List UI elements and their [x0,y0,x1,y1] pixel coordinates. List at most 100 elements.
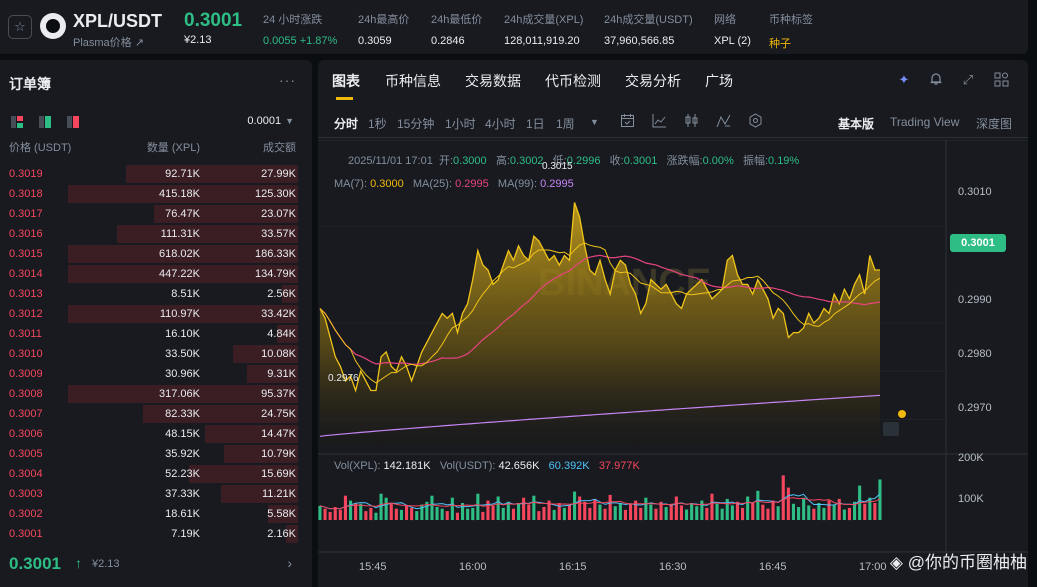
tab-chart[interactable]: 图表 [332,71,360,91]
ask-total: 134.79K [255,268,296,280]
indicator-icon[interactable] [715,113,731,129]
ma99-value: 0.2995 [540,178,574,190]
ask-row[interactable]: 0.3005 35.92K 10.79K [0,444,312,464]
ask-row[interactable]: 0.3014 447.22K 134.79K [0,264,312,284]
current-price-dot [898,410,906,418]
volume-bar [705,508,708,520]
volume-bar [532,496,535,520]
orderbook-sell-mode-icon[interactable] [67,116,79,128]
ask-row[interactable]: 0.3009 30.96K 9.31K [0,364,312,384]
timeframe-line[interactable]: 分时 [334,115,358,132]
volume-bar [665,507,668,520]
ask-row[interactable]: 0.3013 8.51K 2.56K [0,284,312,304]
volume-bar [746,497,749,521]
ask-row[interactable]: 0.3004 52.23K 15.69K [0,464,312,484]
more-options-icon[interactable]: ··· [279,72,296,88]
layout-grid-icon[interactable] [993,72,1009,88]
ask-row[interactable]: 0.3002 18.61K 5.58K [0,504,312,524]
volume-bar [863,504,866,520]
volume-bar [619,503,622,520]
ask-qty: 7.19K [171,528,200,540]
ask-row[interactable]: 0.3015 618.02K 186.33K [0,244,312,264]
ohlc-close: 0.3001 [624,155,658,167]
bell-icon[interactable] [928,72,944,88]
volume-bar [486,501,489,520]
tab-trading-data[interactable]: 交易数据 [465,71,521,91]
stat-tag[interactable]: 币种标签 种子 [769,11,813,51]
volume-bar [716,504,719,520]
chevron-right-icon[interactable]: › [287,555,292,571]
ask-price: 0.3016 [9,228,43,240]
view-depth[interactable]: 深度图 [976,115,1012,132]
tab-square[interactable]: 广场 [705,71,733,91]
pair-name[interactable]: XPL/USDT [73,11,162,32]
ask-row[interactable]: 0.3016 111.31K 33.57K [0,224,312,244]
tab-trading-analysis[interactable]: 交易分析 [625,71,681,91]
volume-bar [573,492,576,520]
ask-row[interactable]: 0.3012 110.97K 33.42K [0,304,312,324]
tab-coin-info[interactable]: 币种信息 [385,71,441,91]
timeframe-15m[interactable]: 15分钟 [397,115,434,132]
volume-bar [405,506,408,520]
volume-bar [751,503,754,520]
timeframe-1s[interactable]: 1秒 [368,115,387,132]
y-tick: 0.2990 [958,294,992,306]
volume-bar [451,498,454,520]
volume-bar [649,505,652,520]
line-chart-icon[interactable] [651,113,667,129]
candlestick-icon[interactable] [683,113,699,129]
view-tradingview[interactable]: Trading View [890,115,959,129]
ohlc-open: 0.3000 [453,155,487,167]
volume-bar [400,510,403,520]
ask-row[interactable]: 0.3017 76.47K 23.07K [0,204,312,224]
settings-icon[interactable] [747,113,763,129]
ask-row[interactable]: 0.3001 7.19K 2.16K [0,524,312,544]
ask-row[interactable]: 0.3003 37.33K 11.21K [0,484,312,504]
favorite-star-icon[interactable]: ☆ [8,15,32,39]
more-timeframes-chevron-icon[interactable]: ▼ [590,117,599,127]
stat-label: 24h最低价 [431,11,482,27]
volume-bar [690,503,693,520]
volume-bar [380,494,383,520]
ask-total: 33.42K [261,308,296,320]
vol-usdt-value: 42.656K [499,460,540,472]
volume-bar [777,506,780,520]
calendar-icon[interactable] [619,113,635,129]
ask-row[interactable]: 0.3007 82.33K 24.75K [0,404,312,424]
pair-info-link[interactable]: Plasma价格 ↗ [73,34,144,50]
stat-value: 0.2846 [431,35,482,47]
orderbook-both-mode-icon[interactable] [11,116,23,128]
ask-total: 11.21K [262,488,296,500]
ask-row[interactable]: 0.3008 317.06K 95.37K [0,384,312,404]
expand-icon[interactable]: ⤢ [960,72,976,88]
ask-price: 0.3001 [9,528,43,540]
timeframe-1w[interactable]: 1周 [556,115,575,132]
ask-row[interactable]: 0.3006 48.15K 14.47K [0,424,312,444]
volume-bar [756,491,759,520]
ask-row[interactable]: 0.3010 33.50K 10.08K [0,344,312,364]
ask-total: 95.37K [261,388,296,400]
stat-network[interactable]: 网络 XPL (2) [714,11,751,47]
tab-token-check[interactable]: 代币检测 [545,71,601,91]
orderbook-buy-mode-icon[interactable] [39,116,51,128]
stat-label: 24h成交量(XPL) [504,11,583,27]
ask-price: 0.3006 [9,428,43,440]
precision-select[interactable]: 0.0001 ▼ [247,115,294,127]
ask-price: 0.3009 [9,368,43,380]
timeframe-1d[interactable]: 1日 [526,115,545,132]
timeframe-1h[interactable]: 1小时 [445,115,476,132]
timeframe-4h[interactable]: 4小时 [485,115,516,132]
ask-row[interactable]: 0.3018 415.18K 125.30K [0,184,312,204]
volume-bar [517,503,520,520]
ask-total: 10.08K [261,348,296,360]
volume-bar [685,510,688,521]
ask-price: 0.3008 [9,388,43,400]
ai-sparkle-icon[interactable]: ✦ [896,72,912,88]
price-chart[interactable]: BINANCE [318,140,1028,587]
ask-qty: 110.97K [160,308,200,320]
ask-row[interactable]: 0.3019 92.71K 27.99K [0,164,312,184]
ohlc-high: 0.3002 [510,155,544,167]
ask-price: 0.3002 [9,508,43,520]
view-basic[interactable]: 基本版 [838,115,874,132]
ask-row[interactable]: 0.3011 16.10K 4.84K [0,324,312,344]
